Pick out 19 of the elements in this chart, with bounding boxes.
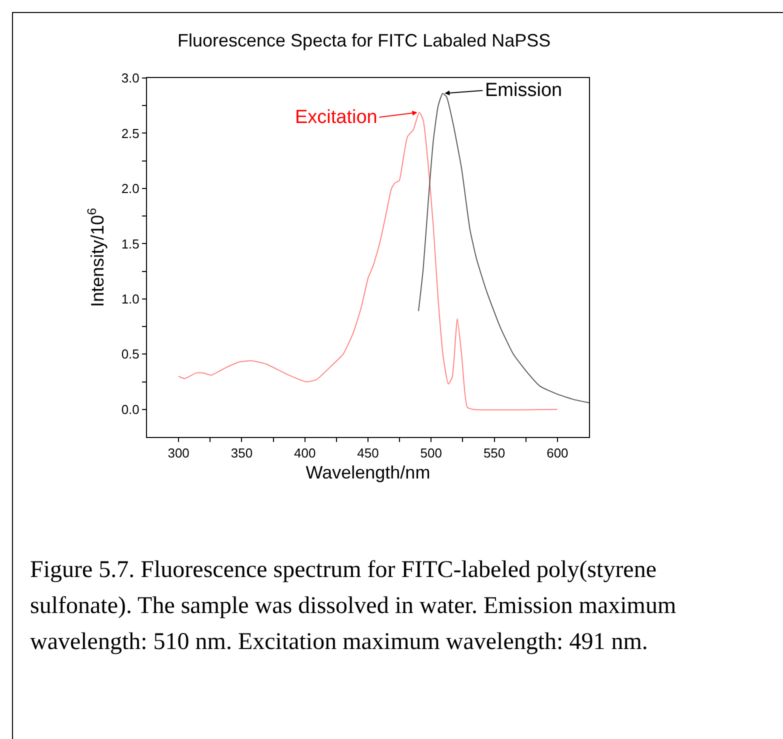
y-tick-label: 2.5 [121,126,140,141]
chart-title: Fluorescence Specta for FITC Labaled NaPSS [178,30,551,50]
y-tick-label: 1.5 [121,236,140,252]
caption: Figure 5.7. Fluorescence spectrum for FITC-labeled poly(styrene sulfonate). The sample was dissolved in water. Emission maximum wavelength: 510 nm. Excitation maximum wavelength: 491 nm. [30,556,678,657]
x-axis-title: Wavelength/nm [306,462,430,483]
x-tick-label: 400 [294,446,316,461]
y-tick-label: 0.5 [121,346,140,362]
x-tick-label: 500 [420,446,442,461]
y-tick-label: 2.0 [121,181,140,196]
x-tick-label: 350 [230,446,253,461]
y-tick-label: 1.0 [121,291,140,306]
annotation: Excitation [295,107,378,128]
annotation: Emission [485,80,562,101]
x-tick-label: 600 [546,446,568,461]
x-tick-label: 550 [483,446,506,461]
x-tick-label: 450 [357,446,379,461]
y-tick-label: 0.0 [121,402,140,417]
y-tick-label: 3.0 [121,70,140,86]
x-tick-label: 300 [168,446,190,461]
